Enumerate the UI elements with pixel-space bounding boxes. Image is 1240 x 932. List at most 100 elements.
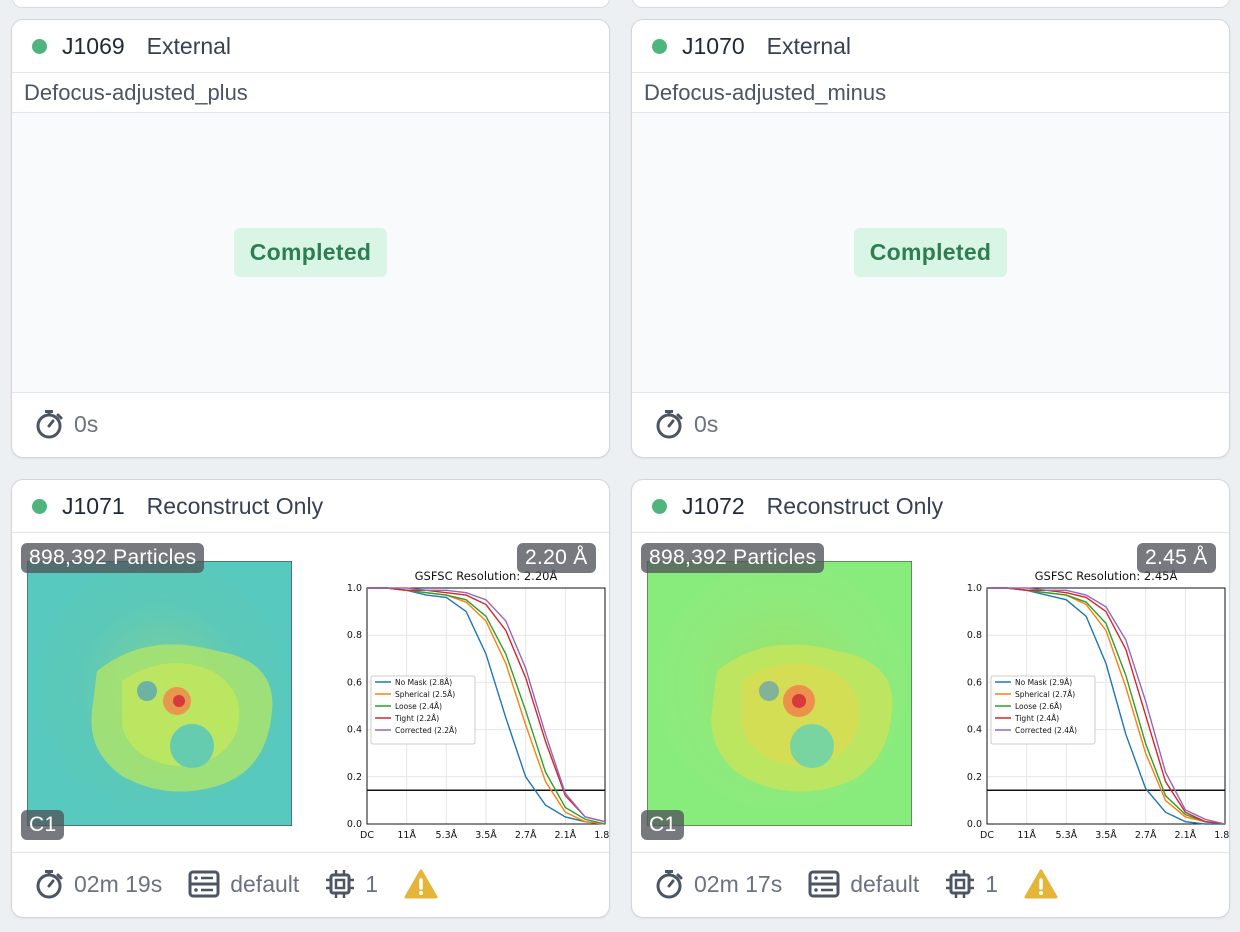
x-tick-label: 2.7Å bbox=[515, 829, 537, 838]
status-dot bbox=[652, 38, 667, 54]
y-tick-label: 0.4 bbox=[967, 725, 982, 736]
server-icon bbox=[188, 870, 220, 898]
x-tick-label: DC bbox=[980, 830, 994, 838]
job-id[interactable]: J1072 bbox=[682, 492, 745, 519]
symmetry-badge: C1 bbox=[21, 810, 65, 840]
x-tick-label: 1.8Å bbox=[1214, 829, 1230, 838]
server-icon bbox=[808, 870, 840, 898]
y-tick-label: 1.0 bbox=[967, 583, 982, 594]
legend-entry: Corrected (2.4Å) bbox=[1015, 726, 1077, 735]
time-value: 02m 17s bbox=[694, 870, 783, 897]
x-tick-label: 3.5Å bbox=[1095, 829, 1117, 838]
chip-icon bbox=[326, 870, 355, 898]
x-tick-label: 2.1Å bbox=[555, 829, 577, 838]
card-header: J1069 External bbox=[12, 20, 609, 73]
job-title[interactable]: Defocus-adjusted_plus bbox=[12, 73, 609, 113]
volume-preview-image[interactable] bbox=[27, 561, 292, 826]
legend-box bbox=[990, 675, 1096, 745]
legend-entry: Spherical (2.7Å) bbox=[1015, 690, 1075, 699]
plot-frame bbox=[366, 587, 606, 825]
fsc-series-line bbox=[987, 587, 1226, 825]
fsc-chart: 0.0 0.2 0.4 0.6 0.8 1.0 DC 11Å 5.3Å 3.5Å 2.7Å 2.1Å 1… bbox=[347, 568, 610, 838]
x-tick-label: 1.8Å bbox=[594, 829, 610, 838]
fsc-chart: 0.0 0.2 0.4 0.6 0.8 1.0 DC 11Å 5.3Å 3.5Å 2.7Å 2.1Å 1… bbox=[967, 568, 1230, 838]
job-id[interactable]: J1071 bbox=[62, 492, 125, 519]
card-footer: 0s bbox=[632, 393, 1229, 455]
resolution-badge: 2.20 Å bbox=[517, 543, 596, 573]
status-dot bbox=[32, 38, 47, 54]
resolution-badge: 2.45 Å bbox=[1137, 543, 1216, 573]
y-tick-label: 0.2 bbox=[347, 772, 362, 783]
job-card-j1069[interactable]: J1069 External Defocus-adjusted_plus Com… bbox=[11, 19, 610, 458]
lane-name: default bbox=[850, 870, 920, 897]
y-tick-label: 1.0 bbox=[347, 583, 362, 594]
time-value: 0s bbox=[74, 410, 99, 437]
gpu-count: 1 bbox=[325, 869, 378, 899]
job-card-j1071[interactable]: J1071 Reconstruct Only 898,392 Particles… bbox=[11, 479, 610, 918]
status-badge: Completed bbox=[233, 228, 388, 277]
particle-count-badge: 898,392 Particles bbox=[21, 543, 205, 573]
lane[interactable]: default bbox=[808, 870, 919, 898]
legend-entry: Loose (2.6Å) bbox=[1015, 702, 1062, 711]
x-tick-label: 3.5Å bbox=[475, 829, 497, 838]
stopwatch-icon bbox=[656, 870, 683, 899]
x-tick-label: DC bbox=[360, 830, 374, 838]
legend-entry: No Mask (2.8Å) bbox=[395, 678, 452, 687]
x-tick-label: 5.3Å bbox=[436, 829, 458, 838]
job-type: Reconstruct Only bbox=[766, 492, 944, 519]
status-badge: Completed bbox=[853, 228, 1008, 277]
job-id[interactable]: J1069 bbox=[62, 32, 125, 59]
status-dot bbox=[32, 498, 47, 514]
legend-entry: Spherical (2.5Å) bbox=[395, 690, 455, 699]
job-title[interactable]: Defocus-adjusted_minus bbox=[632, 73, 1229, 113]
legend-entry: Tight (2.2Å) bbox=[394, 714, 439, 723]
time-value: 0s bbox=[694, 410, 719, 437]
card-header: J1070 External bbox=[632, 20, 1229, 73]
gpu-value: 1 bbox=[365, 870, 379, 897]
elapsed-time: 02m 19s bbox=[34, 868, 162, 900]
card-body: 898,392 Particles C1 0.0 0.2 0.4 0.6 0.8 1.0 D… bbox=[632, 533, 1229, 853]
lane[interactable]: default bbox=[188, 870, 299, 898]
job-id[interactable]: J1070 bbox=[682, 32, 745, 59]
card-header: J1072 Reconstruct Only bbox=[632, 480, 1229, 533]
job-card-j1070[interactable]: J1070 External Defocus-adjusted_minus Co… bbox=[631, 19, 1230, 458]
stopwatch-icon bbox=[36, 870, 63, 899]
warning-icon[interactable] bbox=[404, 869, 438, 899]
x-tick-label: 2.7Å bbox=[1135, 829, 1157, 838]
legend-entry: Tight (2.4Å) bbox=[1014, 714, 1059, 723]
plot-frame bbox=[986, 587, 1226, 825]
gpu-value: 1 bbox=[985, 870, 999, 897]
job-type: Reconstruct Only bbox=[146, 492, 324, 519]
card-body: Completed bbox=[632, 113, 1229, 393]
legend-entry: Corrected (2.2Å) bbox=[395, 726, 457, 735]
x-tick-label: 2.1Å bbox=[1175, 829, 1197, 838]
elapsed-time: 0s bbox=[34, 408, 98, 440]
y-tick-label: 0.0 bbox=[967, 819, 982, 830]
warning-icon[interactable] bbox=[1024, 869, 1058, 899]
job-type: External bbox=[146, 32, 232, 59]
card-footer: 0s bbox=[12, 393, 609, 455]
card-footer: 02m 17s default 1 bbox=[632, 853, 1229, 915]
fsc-series-line bbox=[367, 587, 606, 823]
volume-preview-image[interactable] bbox=[647, 561, 912, 826]
job-type: External bbox=[766, 32, 852, 59]
previous-card-edge bbox=[632, 0, 1230, 8]
card-footer: 02m 19s default 1 bbox=[12, 853, 609, 915]
x-tick-label: 5.3Å bbox=[1056, 829, 1078, 838]
stopwatch-icon bbox=[36, 410, 63, 439]
card-body: 898,392 Particles C1 0.0 0.2 0.4 0.6 0.8 1.0 D… bbox=[12, 533, 609, 853]
x-tick-label: 11Å bbox=[397, 829, 416, 838]
symmetry-badge: C1 bbox=[641, 810, 685, 840]
y-tick-label: 0.8 bbox=[347, 630, 362, 641]
y-tick-label: 0.6 bbox=[967, 677, 982, 688]
y-tick-label: 0.4 bbox=[347, 725, 362, 736]
y-tick-label: 0.2 bbox=[967, 772, 982, 783]
y-tick-label: 0.8 bbox=[967, 630, 982, 641]
particle-count-badge: 898,392 Particles bbox=[641, 543, 825, 573]
y-tick-label: 0.6 bbox=[347, 677, 362, 688]
job-card-j1072[interactable]: J1072 Reconstruct Only 898,392 Particles… bbox=[631, 479, 1230, 918]
card-body: Completed bbox=[12, 113, 609, 393]
elapsed-time: 02m 17s bbox=[654, 868, 782, 900]
elapsed-time: 0s bbox=[654, 408, 718, 440]
y-tick-label: 0.0 bbox=[347, 819, 362, 830]
